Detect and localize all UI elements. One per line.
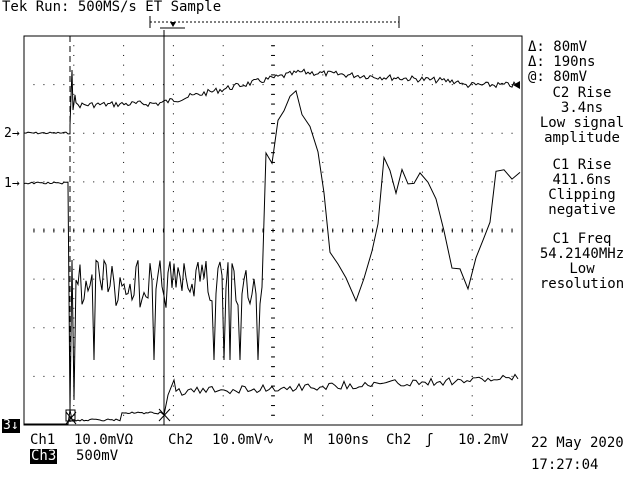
ch2-label: Ch2 bbox=[168, 432, 194, 448]
annotation-line: C1 Freq bbox=[552, 231, 612, 247]
trigger-level: 10.2mV bbox=[458, 432, 509, 448]
annotation-line: C1 Rise bbox=[552, 157, 612, 173]
scope-title: Tek Run: 500MS/s ET Sample bbox=[2, 0, 222, 15]
timebase-label: M bbox=[304, 432, 313, 448]
cursor-x-marker-1 bbox=[65, 411, 77, 425]
timebase-value: 100ns bbox=[327, 432, 370, 448]
annotation-line: Low signal bbox=[539, 115, 625, 131]
annotation-c1-rise: C1 Rise 411.6ns Clipping negative bbox=[524, 158, 640, 218]
delta-t-readout: Δ: 190ns bbox=[528, 54, 596, 70]
ch2-scale: 10.0mV∿ bbox=[212, 432, 275, 448]
trace-ch1 bbox=[23, 89, 521, 411]
trigger-position-bracket bbox=[149, 16, 400, 29]
cursor-x-marker-2 bbox=[158, 408, 171, 422]
ch2-marker: 2→ bbox=[4, 126, 20, 141]
at-v-readout: @: 80mV bbox=[528, 69, 588, 85]
ch3-label: Ch3 bbox=[30, 448, 58, 464]
trigger-slope-icon: ʃ bbox=[425, 432, 434, 448]
trigger-source: Ch2 bbox=[386, 432, 412, 448]
annotation-line: 3.4ns bbox=[560, 100, 604, 116]
annotation-c2-rise: C2 Rise 3.4ns Low signal amplitude bbox=[524, 86, 640, 146]
annotation-line: Clipping bbox=[548, 187, 616, 203]
ch1-scale: 10.0mVΩ bbox=[74, 432, 134, 448]
delta-v-readout: Δ: 80mV bbox=[528, 39, 588, 55]
trigger-level-icon bbox=[513, 81, 520, 89]
trace-ch3 bbox=[24, 373, 519, 425]
annotation-line: Low bbox=[569, 261, 595, 277]
waveform-traces bbox=[23, 68, 521, 425]
trigger-position-icon bbox=[170, 22, 176, 27]
annotation-line: 411.6ns bbox=[552, 172, 612, 188]
ch3-scale: 500mV bbox=[76, 448, 119, 464]
ch3-ground-box bbox=[65, 409, 76, 422]
ch1-label: Ch1 bbox=[30, 432, 56, 448]
annotation-line: C2 Rise bbox=[552, 85, 612, 101]
annotation-line: resolution bbox=[539, 276, 625, 292]
annotation-line: amplitude bbox=[544, 130, 620, 146]
ch1-marker: 1→ bbox=[4, 176, 20, 191]
graticule bbox=[23, 35, 523, 426]
date-display: 22 May 2020 bbox=[531, 435, 624, 451]
ch3-marker: 3↓ bbox=[2, 418, 20, 433]
time-display: 17:27:04 bbox=[531, 457, 599, 473]
cursor-readout: Δ: 80mV Δ: 190ns @: 80mV bbox=[524, 40, 640, 85]
annotation-line: 54.2140MHz bbox=[539, 246, 625, 262]
trace-ch2 bbox=[23, 68, 521, 135]
annotation-c1-freq: C1 Freq 54.2140MHz Low resolution bbox=[524, 232, 640, 292]
annotation-line: negative bbox=[548, 202, 616, 218]
